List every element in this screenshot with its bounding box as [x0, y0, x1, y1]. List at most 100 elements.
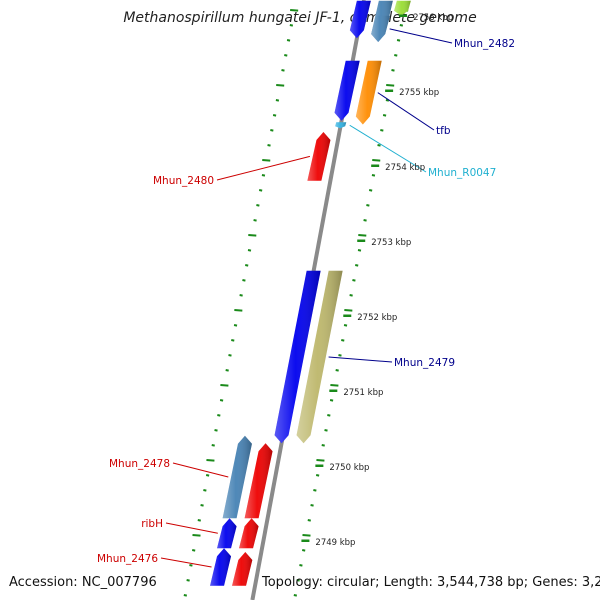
feature-label: Mhun_2480: [153, 175, 214, 187]
label-leader: [160, 557, 212, 568]
gene-g_2479[interactable]: [296, 270, 343, 444]
tick-dot: [385, 99, 390, 102]
tick-dot: [270, 129, 274, 132]
tick-dot: [192, 534, 201, 537]
tick-dot: [197, 519, 201, 522]
tick-dot: [234, 309, 243, 312]
gene-g_top_blue[interactable]: [349, 0, 371, 39]
tick-dot: [258, 189, 263, 192]
scale-tick-label: 2752 kbp: [357, 313, 397, 323]
scale-tick-label: 2754 kbp: [385, 163, 425, 173]
tick-dot: [200, 504, 204, 507]
tick-dot: [343, 324, 348, 327]
gene-g_2476_r[interactable]: [232, 552, 253, 586]
label-leader: [172, 462, 229, 478]
tick-dot: [183, 594, 188, 597]
tick-dot: [253, 219, 257, 222]
feature-label: tfb: [436, 125, 451, 137]
tick-dot: [329, 399, 334, 402]
label-leader: [328, 356, 393, 363]
tick-dot: [396, 39, 401, 42]
tick-dot: [296, 579, 300, 582]
tick-dot: [275, 99, 280, 102]
gene-g_top_green[interactable]: [394, 0, 411, 16]
tick-dot: [355, 264, 359, 267]
gene-g_2477[interactable]: [244, 443, 273, 519]
tick-dot: [382, 114, 387, 117]
feature-label: Mhun_2476: [97, 553, 158, 565]
tick-dot: [231, 339, 235, 342]
tick-dot: [349, 294, 353, 297]
feature-label: Mhun_2482: [454, 38, 515, 50]
topology-text: Topology: circular; Length: 3,544,738 bp…: [262, 575, 600, 590]
gene-g_2481[interactable]: [334, 60, 360, 121]
tick-dot: [315, 474, 320, 477]
gene-g_tfb[interactable]: [355, 60, 382, 125]
label-leader: [349, 124, 427, 173]
tick-dot: [211, 444, 215, 447]
tick-dot: [281, 69, 285, 72]
gene-g_ribH_r[interactable]: [239, 518, 259, 549]
tick-dot: [327, 414, 331, 417]
label-leader: [216, 155, 311, 181]
tick-dot: [368, 189, 373, 192]
tick-dot: [380, 129, 384, 132]
feature-label: Mhun_2479: [394, 357, 455, 369]
tick-dot: [377, 144, 381, 147]
tick-dot: [372, 159, 381, 162]
tick-dot: [299, 564, 303, 567]
tick-dots: [183, 9, 409, 597]
tick-dot: [267, 144, 271, 147]
tick-dot: [302, 534, 311, 537]
tick-dot: [289, 24, 294, 27]
tick-dot: [330, 384, 339, 387]
tick-dot: [276, 84, 285, 87]
tick-dot: [313, 489, 317, 492]
label-leader: [389, 28, 453, 44]
tick-dot: [261, 174, 266, 177]
tick-dot: [203, 489, 207, 492]
tick-dot: [386, 84, 395, 87]
tick-dot: [310, 504, 314, 507]
tick-dot: [284, 54, 288, 57]
tick-dot: [248, 234, 257, 237]
scale-tick-label: 2753 kbp: [371, 238, 411, 248]
tick-dot: [344, 309, 353, 312]
gene-g_2479a[interactable]: [274, 270, 321, 444]
tick-dot: [366, 204, 370, 207]
features: [210, 0, 411, 586]
gene-g_2478[interactable]: [222, 435, 252, 519]
tick-dot: [242, 279, 246, 282]
scale-tick-label: 2751 kbp: [343, 388, 383, 398]
label-leader: [165, 522, 218, 534]
tick-dot: [206, 459, 215, 462]
tick-dot: [186, 579, 190, 582]
tick-dot: [302, 549, 306, 552]
accession-text: Accession: NC_007796: [9, 575, 157, 590]
tick-dot: [335, 369, 339, 372]
tick-dot: [399, 24, 404, 27]
gene-g_ribH[interactable]: [217, 518, 237, 549]
gene-g_2482[interactable]: [371, 15, 391, 42]
tick-dot: [214, 429, 218, 432]
scale-ticks: 2756 kbp 2755 kbp 2754 kbp 2753 kbp 2752 kbp…: [301, 13, 453, 548]
tick-dot: [219, 399, 224, 402]
tick-dot: [286, 39, 291, 42]
scale-tick-label: 2756 kbp: [413, 13, 453, 23]
gene-g_2480[interactable]: [307, 132, 331, 181]
gene-g_2476[interactable]: [210, 548, 232, 586]
gene-g_R0047[interactable]: [335, 122, 347, 129]
label-leader: [377, 92, 435, 131]
tick-dot: [321, 444, 325, 447]
tick-dot: [220, 384, 229, 387]
tick-dot: [316, 459, 325, 462]
tick-dot: [247, 249, 252, 252]
tick-dot: [192, 549, 196, 552]
tick-dot: [371, 174, 376, 177]
tick-dot: [338, 354, 342, 357]
tick-dot: [217, 414, 221, 417]
feature-label: ribH: [141, 518, 163, 530]
feature-label: Mhun_2478: [109, 458, 170, 470]
tick-dot: [391, 69, 395, 72]
scale-tick-label: 2750 kbp: [329, 463, 369, 473]
